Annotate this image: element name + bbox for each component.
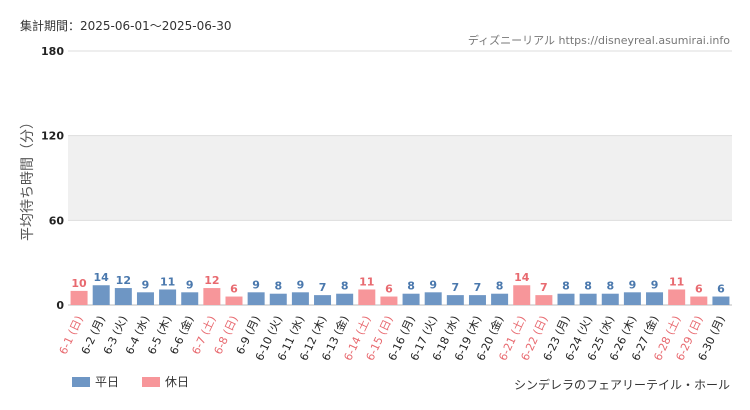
bar-22 — [535, 295, 553, 305]
value-label-5: 11 — [160, 275, 175, 288]
value-label-19: 7 — [474, 281, 482, 294]
site-credit: ディズニーリアル https://disneyreal.asumirai.inf… — [468, 33, 730, 47]
value-label-20: 8 — [496, 280, 504, 293]
value-label-24: 8 — [584, 280, 592, 293]
value-label-12: 7 — [319, 281, 327, 294]
bar-6 — [181, 292, 199, 305]
y-tick-label-180: 180 — [41, 45, 64, 58]
legend-label-2: 休日 — [165, 375, 189, 389]
bar-19 — [468, 295, 486, 305]
bar-25 — [601, 293, 619, 305]
value-label-18: 7 — [452, 281, 460, 294]
bar-26 — [623, 292, 641, 305]
bar-17 — [424, 292, 442, 305]
value-label-layer: 10 14 12 9 11 9 12 6 9 8 9 7 8 11 6 8 9 7 7 8 14 7 8 8 8 9 9 11 6 6 — [71, 271, 725, 295]
value-label-14: 11 — [359, 275, 374, 288]
attraction-name: シンデレラのフェアリーテイル・ホール — [514, 377, 730, 392]
value-label-8: 6 — [230, 283, 238, 296]
grid-layer — [68, 50, 732, 306]
value-label-23: 8 — [562, 280, 570, 293]
bar-18 — [446, 295, 464, 305]
bar-13 — [336, 293, 354, 305]
value-label-15: 6 — [385, 283, 393, 296]
bar-16 — [402, 293, 420, 305]
y-tick-label-120: 120 — [41, 130, 64, 143]
value-label-4: 9 — [142, 278, 150, 291]
bar-29 — [690, 296, 708, 305]
bar-20 — [491, 293, 509, 305]
bar-9 — [247, 292, 265, 305]
value-label-13: 8 — [341, 280, 349, 293]
value-label-25: 8 — [606, 280, 614, 293]
bar-28 — [668, 289, 686, 305]
bar-14 — [358, 289, 376, 305]
bar-5 — [159, 289, 177, 305]
value-label-30: 6 — [717, 283, 725, 296]
value-label-1: 10 — [71, 277, 87, 290]
period-label: 集計期間：2025-06-01～2025-06-30 — [20, 18, 231, 33]
value-label-27: 9 — [651, 278, 659, 291]
bar-2 — [92, 285, 110, 305]
value-label-29: 6 — [695, 283, 703, 296]
value-label-16: 8 — [407, 280, 415, 293]
bar-15 — [380, 296, 398, 305]
band-layer — [68, 135, 732, 221]
bar-4 — [136, 292, 154, 305]
value-label-7: 12 — [204, 274, 219, 287]
value-label-9: 9 — [252, 278, 260, 291]
value-label-10: 8 — [274, 280, 282, 293]
value-label-11: 9 — [297, 278, 305, 291]
y-tick-label-0: 0 — [56, 299, 64, 312]
y-axis-label: 平均待ち時間（分） — [20, 115, 36, 241]
bar-24 — [579, 293, 597, 305]
y-tick-layer: 0 60 120 180 — [41, 45, 64, 312]
value-label-17: 9 — [429, 278, 437, 291]
legend: 平日 休日 — [72, 375, 189, 389]
bar-10 — [269, 293, 287, 305]
bar-3 — [114, 288, 132, 305]
value-label-21: 14 — [514, 271, 530, 284]
grid-band-0 — [68, 135, 732, 221]
bar-1 — [70, 290, 88, 305]
bar-30 — [712, 296, 730, 305]
bar-11 — [291, 292, 309, 305]
bar-23 — [557, 293, 575, 305]
value-label-26: 9 — [629, 278, 637, 291]
bar-12 — [314, 295, 332, 305]
y-tick-label-60: 60 — [49, 214, 65, 227]
bar-8 — [225, 296, 243, 305]
bar-21 — [513, 285, 531, 305]
legend-label-1: 平日 — [95, 375, 119, 389]
bar-27 — [646, 292, 664, 305]
value-label-3: 12 — [116, 274, 131, 287]
value-label-22: 7 — [540, 281, 548, 294]
value-label-2: 14 — [94, 271, 110, 284]
x-tick-layer: 6-1 (日)6-2 (月)6-3 (火)6-4 (水)6-5 (木)6-6 (… — [57, 313, 728, 362]
legend-swatch-1 — [72, 377, 90, 387]
value-label-28: 11 — [669, 275, 684, 288]
bar-layer — [70, 285, 730, 305]
value-label-6: 9 — [186, 278, 194, 291]
bar-7 — [203, 288, 221, 305]
legend-swatch-2 — [142, 377, 160, 387]
